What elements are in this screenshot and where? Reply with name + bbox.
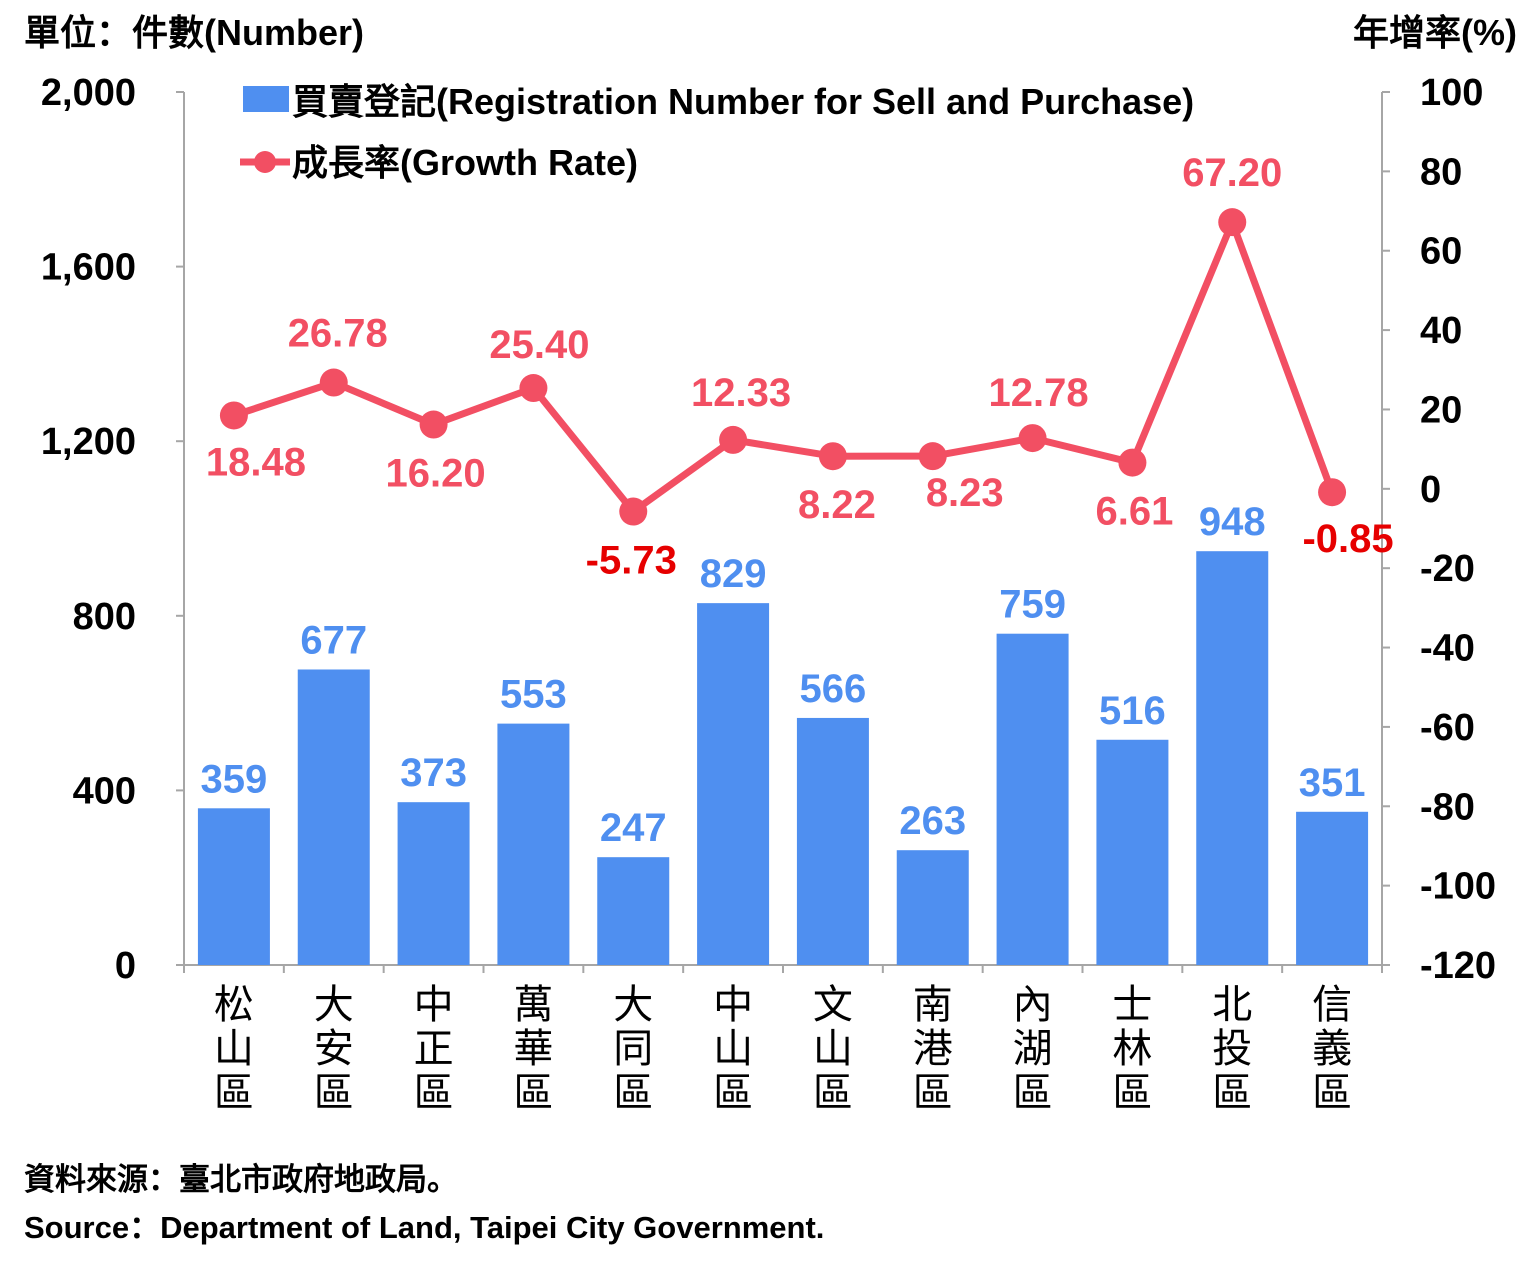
growth-rate-label: 67.20 [1182, 151, 1282, 195]
growth-rate-point-5 [719, 425, 748, 454]
right-axis-tick-label: 0 [1420, 469, 1441, 511]
bar-value-label: 566 [800, 667, 867, 711]
bar-4 [597, 857, 670, 965]
growth-rate-label: -5.73 [586, 539, 677, 583]
bar-10 [1196, 551, 1269, 965]
bar-11 [1296, 811, 1369, 965]
legend-bar-label: 買賣登記(Registration Number for Sell and Pu… [292, 81, 1194, 122]
legend-bar-swatch [243, 86, 289, 112]
right-axis-tick-label: 100 [1420, 72, 1483, 114]
bar-value-label: 247 [600, 806, 667, 850]
growth-rate-line [232, 218, 1336, 516]
bar-1 [297, 669, 370, 965]
left-axis-tick-label: 800 [73, 596, 136, 638]
bar-3 [497, 723, 570, 965]
category-label: 信義區 [1312, 983, 1352, 1115]
category-label: 中山區 [713, 983, 753, 1115]
growth-rate-point-9 [1118, 448, 1147, 477]
bar-8 [996, 633, 1069, 965]
growth-rate-label: 12.78 [989, 371, 1089, 415]
bar-value-label: 359 [201, 757, 268, 801]
bar-value-label: 263 [899, 799, 966, 843]
bar-2 [397, 802, 470, 965]
legend-line-marker [254, 151, 276, 173]
growth-rate-label: 16.20 [386, 452, 486, 496]
growth-rate-label: 6.61 [1095, 490, 1173, 534]
category-label: 士林區 [1112, 983, 1152, 1115]
bar-value-label: 829 [700, 552, 767, 596]
left-axis-tick-label: 1,200 [41, 421, 136, 463]
bar-value-label: 516 [1099, 689, 1166, 733]
growth-rate-point-1 [319, 368, 348, 397]
left-axis-tick-label: 2,000 [41, 72, 136, 114]
bar-7 [896, 850, 969, 965]
right-axis-tick-label: -40 [1420, 628, 1475, 670]
growth-rate-point-2 [419, 410, 448, 439]
right-axis-tick-label: 40 [1420, 310, 1462, 352]
category-label: 南港區 [913, 983, 953, 1115]
growth-rate-point-11 [1318, 478, 1347, 507]
right-axis-tick-label: -20 [1420, 548, 1475, 590]
left-axis-tick-label: 1,600 [41, 247, 136, 289]
right-axis-tick-label: -100 [1420, 866, 1496, 908]
bar-value-label: 373 [400, 751, 467, 795]
source-english: Source：Department of Land, Taipei City G… [24, 1210, 825, 1245]
bar-value-label: 351 [1299, 761, 1366, 805]
right-axis-tick-label: -80 [1420, 786, 1475, 828]
right-axis-tick-label: -120 [1420, 945, 1496, 987]
growth-rate-label: 25.40 [489, 323, 589, 367]
growth-rate-point-0 [219, 401, 248, 430]
legend-line-label: 成長率(Growth Rate) [292, 142, 638, 183]
category-label: 大安區 [314, 983, 354, 1115]
category-label: 北投區 [1212, 983, 1252, 1115]
growth-rate-point-8 [1018, 424, 1047, 453]
left-axis-tick-label: 0 [115, 945, 136, 987]
growth-rate-label: 8.22 [798, 483, 876, 527]
left-axis-unit: 單位：件數(Number) [24, 12, 364, 53]
growth-rate-label: 8.23 [926, 471, 1004, 515]
category-label: 萬華區 [513, 983, 553, 1115]
category-label: 松山區 [214, 983, 254, 1115]
category-label: 文山區 [813, 983, 853, 1115]
bar-value-label: 759 [999, 583, 1066, 627]
category-label: 內湖區 [1013, 983, 1053, 1115]
growth-rate-label: 12.33 [691, 371, 791, 415]
growth-rate-point-7 [918, 442, 947, 471]
right-axis-tick-label: -60 [1420, 707, 1475, 749]
category-label: 大同區 [613, 983, 653, 1115]
right-axis-tick-label: 20 [1420, 389, 1462, 431]
growth-rate-point-3 [519, 374, 548, 403]
growth-rate-label: 18.48 [206, 440, 306, 484]
growth-rate-label: 26.78 [288, 312, 388, 356]
growth-rate-point-10 [1218, 208, 1247, 237]
growth-rate-point-4 [619, 497, 648, 526]
right-axis-tick-label: 60 [1420, 231, 1462, 273]
bar-9 [1096, 739, 1169, 965]
left-axis-tick-label: 400 [73, 770, 136, 812]
bar-value-label: 553 [500, 673, 567, 717]
bar-6 [796, 717, 869, 965]
bar-0 [197, 808, 270, 965]
right-axis-tick-label: 80 [1420, 151, 1462, 193]
category-label: 中正區 [414, 983, 454, 1115]
bar-5 [697, 603, 770, 965]
bar-value-label: 677 [300, 618, 367, 662]
source-chinese: 資料來源：臺北市政府地政局。 [24, 1162, 458, 1197]
right-axis-unit: 年增率(%) [1353, 12, 1517, 53]
bar-value-label: 948 [1199, 500, 1266, 544]
growth-rate-point-6 [818, 442, 847, 471]
growth-rate-label: -0.85 [1302, 517, 1393, 561]
